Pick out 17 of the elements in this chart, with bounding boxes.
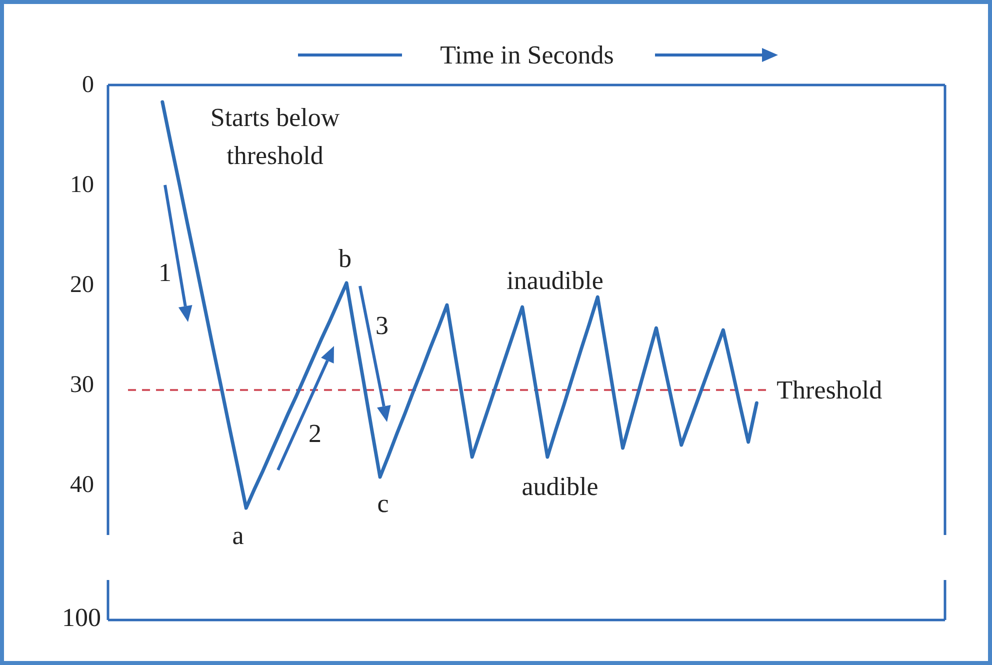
annotation: inaudible xyxy=(506,266,604,294)
annotation: 3 xyxy=(376,310,388,340)
annotation: 1 xyxy=(158,258,172,286)
y-tick-label: 0 xyxy=(82,72,94,98)
text: 100 xyxy=(62,602,101,632)
y-tick-label: 40 xyxy=(70,472,94,498)
y-tick-label: 20 xyxy=(70,272,94,298)
ref-line-label: Threshold xyxy=(776,376,882,404)
annotation: c xyxy=(377,488,389,518)
annotation: Starts below threshold xyxy=(210,102,340,170)
annotation: a xyxy=(232,520,244,550)
x-axis-title: Time in Seconds xyxy=(440,40,614,70)
y-tick-label: 30 xyxy=(70,372,94,398)
annotation: 2 xyxy=(308,418,322,448)
annotation: b xyxy=(338,244,352,272)
y-tick-label: 10 xyxy=(70,172,94,198)
annotation: audible xyxy=(522,472,598,500)
